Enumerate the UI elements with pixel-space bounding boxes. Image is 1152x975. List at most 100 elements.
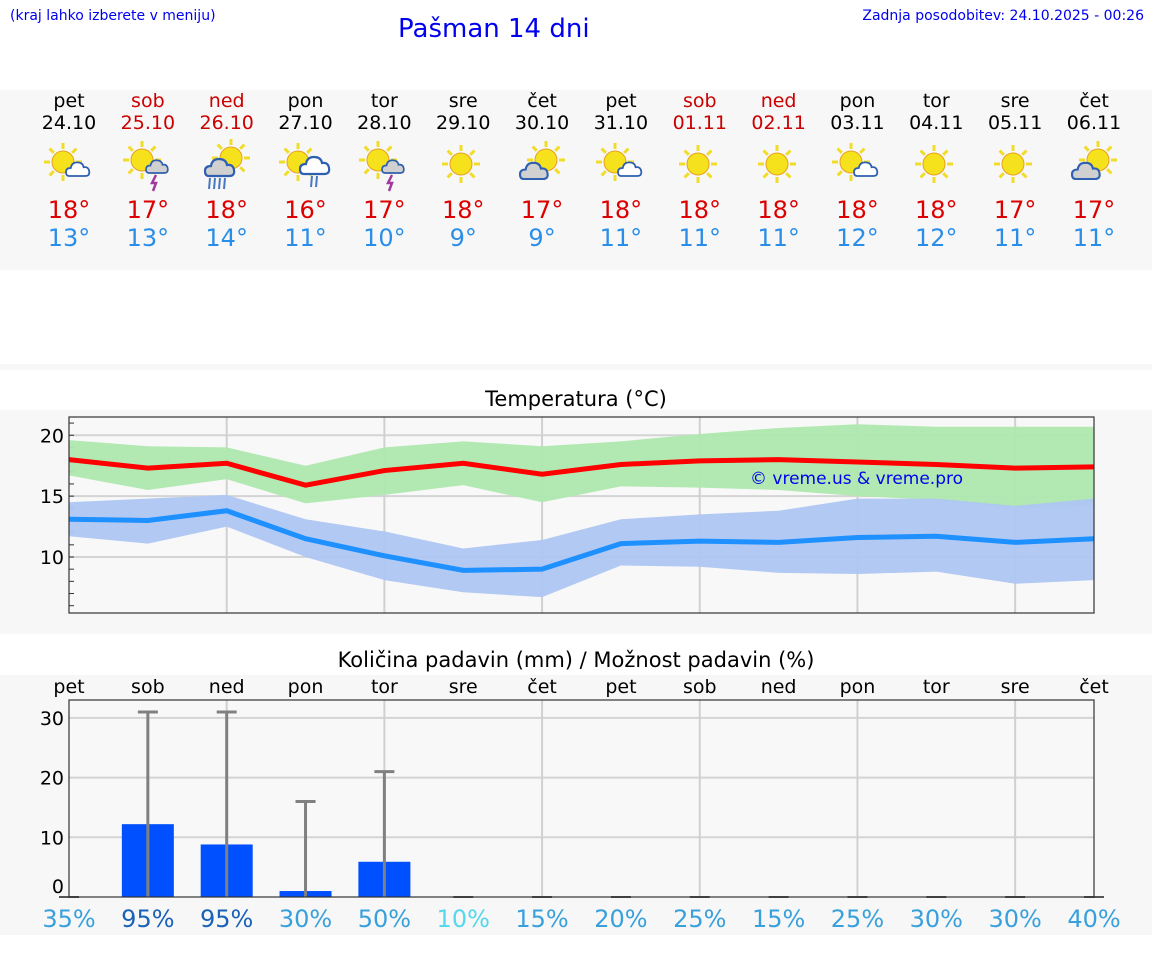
precip-probability: 15% bbox=[752, 905, 805, 933]
max-temp-point bbox=[778, 459, 780, 461]
divider bbox=[0, 364, 1152, 370]
min-temp-point bbox=[856, 537, 858, 539]
min-temp: 10° bbox=[363, 224, 406, 252]
max-temp: 17° bbox=[1072, 196, 1116, 224]
precip-probability: 20% bbox=[594, 905, 647, 933]
day-date: 26.10 bbox=[199, 112, 254, 134]
y-tick-label: 30 bbox=[40, 708, 64, 730]
min-temp-point bbox=[147, 519, 149, 521]
day-name: pet bbox=[605, 90, 637, 112]
max-temp: 18° bbox=[836, 196, 879, 224]
day-date: 28.10 bbox=[357, 112, 412, 134]
precip-probability: 25% bbox=[673, 905, 726, 933]
min-temp: 11° bbox=[993, 224, 1037, 252]
x-category-label: pon bbox=[840, 676, 876, 698]
day-column: sob 01.11 18° 11° bbox=[660, 90, 740, 252]
day-date: 01.11 bbox=[672, 112, 727, 134]
day-name: tor bbox=[922, 90, 950, 112]
y-tick-label: 15 bbox=[40, 486, 64, 508]
day-column: tor 28.10 17° 10° bbox=[344, 90, 424, 252]
sun-grey-cloud-icon bbox=[1054, 136, 1134, 196]
min-temp-point bbox=[541, 568, 543, 570]
page-title: Pašman 14 dni bbox=[398, 14, 590, 44]
max-temp-line bbox=[68, 457, 1095, 488]
max-temp: 18° bbox=[205, 196, 248, 224]
min-temp-point bbox=[305, 538, 307, 540]
day-column: tor 04.11 18° 12° bbox=[896, 90, 976, 252]
max-temp: 17° bbox=[126, 196, 170, 224]
min-temp: 9° bbox=[449, 224, 477, 252]
min-temp: 12° bbox=[836, 224, 879, 252]
day-name: ned bbox=[760, 90, 797, 112]
day-column: čet 30.10 17° 9° bbox=[502, 90, 582, 252]
x-category-label: ned bbox=[209, 676, 245, 698]
min-temp: 13° bbox=[126, 224, 170, 252]
day-date: 31.10 bbox=[593, 112, 649, 134]
max-temp-point bbox=[935, 463, 937, 465]
y-tick-label: 20 bbox=[40, 768, 64, 790]
max-temp-point bbox=[856, 461, 858, 463]
day-name: ned bbox=[208, 90, 245, 112]
max-temp: 17° bbox=[520, 196, 564, 224]
day-column: čet 06.11 17° 11° bbox=[1054, 90, 1134, 252]
max-temp-point bbox=[305, 484, 307, 486]
day-name: pon bbox=[287, 90, 324, 112]
min-temp: 12° bbox=[915, 224, 958, 252]
plot-frame bbox=[68, 416, 1095, 614]
max-temp: 17° bbox=[363, 196, 406, 224]
last-updated: Zadnja posodobitev: 24.10.2025 - 00:26 bbox=[862, 8, 1144, 24]
precip-probability: 35% bbox=[42, 905, 95, 933]
precip-probability: 30% bbox=[279, 905, 332, 933]
precipitation-chart-title: Količina padavin (mm) / Možnost padavin … bbox=[337, 648, 815, 672]
max-temp-point bbox=[541, 473, 543, 475]
sun-icon bbox=[975, 136, 1055, 196]
max-temp: 18° bbox=[757, 196, 800, 224]
x-category-label: ned bbox=[761, 676, 797, 698]
day-date: 02.11 bbox=[751, 112, 806, 134]
max-temp-point bbox=[147, 467, 149, 469]
day-date: 24.10 bbox=[41, 112, 97, 134]
x-category-label: čet bbox=[1079, 676, 1109, 698]
x-category-label: sob bbox=[131, 676, 165, 698]
min-temp-point bbox=[778, 541, 780, 543]
max-temp: 17° bbox=[993, 196, 1037, 224]
precip-probability: 95% bbox=[121, 905, 174, 933]
min-temp: 9° bbox=[528, 224, 556, 252]
cloud-heavy-rain-icon bbox=[187, 136, 267, 196]
sun-icon bbox=[423, 136, 503, 196]
max-temp: 16° bbox=[284, 196, 327, 224]
precip-probability: 10% bbox=[437, 905, 490, 933]
location-menu-hint: (kraj lahko izberete v meniju) bbox=[10, 8, 216, 24]
min-temp-point bbox=[620, 543, 622, 545]
precip-probability: 95% bbox=[200, 905, 253, 933]
day-date: 30.10 bbox=[514, 112, 570, 134]
day-column: ned 02.11 18° 11° bbox=[739, 90, 819, 252]
y-tick-label: 10 bbox=[40, 547, 64, 569]
precip-probability: 30% bbox=[988, 905, 1041, 933]
day-column: pon 03.11 18° 12° bbox=[817, 90, 897, 252]
max-temp: 18° bbox=[47, 196, 91, 224]
max-temp: 18° bbox=[915, 196, 958, 224]
max-temp-point bbox=[699, 460, 701, 462]
min-temp: 14° bbox=[205, 224, 248, 252]
min-temp: 11° bbox=[599, 224, 643, 252]
x-category-label: tor bbox=[371, 676, 398, 698]
precip-probability: 30% bbox=[910, 905, 963, 933]
plot-frame bbox=[68, 699, 1095, 898]
min-temp-point bbox=[1014, 541, 1016, 543]
day-name: pon bbox=[839, 90, 876, 112]
min-temp: 11° bbox=[284, 224, 327, 252]
min-temp-band bbox=[69, 494, 1094, 598]
min-temp-point bbox=[462, 569, 464, 571]
max-temp-point bbox=[620, 463, 622, 465]
day-column: ned 26.10 18° 14° bbox=[187, 90, 267, 252]
min-temp-line bbox=[68, 508, 1095, 573]
day-column: pet 31.10 18° 11° bbox=[581, 90, 661, 252]
day-date: 03.11 bbox=[830, 112, 885, 134]
temperature-chart-title: Temperatura (°C) bbox=[485, 387, 667, 411]
day-name: pet bbox=[53, 90, 85, 112]
day-date: 04.11 bbox=[909, 112, 964, 134]
sun-grey-cloud-icon bbox=[502, 136, 582, 196]
